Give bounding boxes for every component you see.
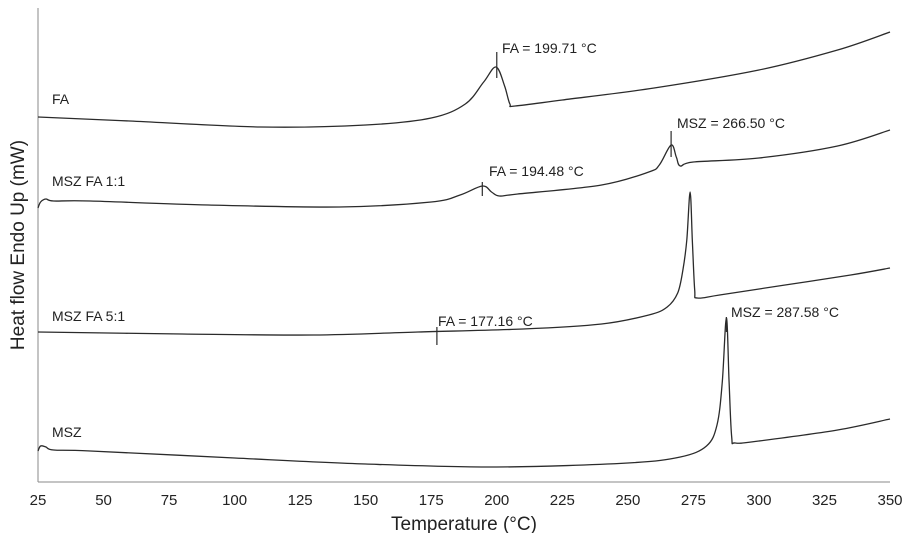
x-tick-label: 225 — [550, 492, 575, 509]
x-tick-label: 50 — [95, 492, 112, 509]
x-tick-label: 75 — [161, 492, 178, 509]
x-tick-label: 300 — [746, 492, 771, 509]
x-tick-label: 25 — [30, 492, 47, 509]
peak-annotations: FA = 199.71 °C FA = 194.48 °C MSZ = 266.50… — [438, 40, 839, 329]
series-curve — [37, 129, 891, 209]
series-label: MSZ FA 5:1 — [52, 308, 125, 324]
series-label: MSZ — [52, 424, 82, 440]
series-labels: FA MSZ FA 1:1 MSZ FA 5:1 MSZ — [52, 91, 125, 440]
x-tick-label: 150 — [353, 492, 378, 509]
series-label: MSZ FA 1:1 — [52, 173, 125, 189]
x-axis-title: Temperature (°C) — [391, 514, 537, 533]
peak-annotation: FA = 177.16 °C — [438, 313, 533, 329]
series-curve — [37, 191, 891, 336]
thermogram-curves — [37, 31, 891, 468]
peak-annotation: MSZ = 287.58 °C — [731, 304, 839, 320]
x-tick-label: 200 — [484, 492, 509, 509]
y-axis-title: Heat flow Endo Up (mW) — [8, 140, 29, 350]
peak-markers — [436, 52, 727, 345]
series-curve — [37, 31, 891, 128]
peak-annotation: FA = 194.48 °C — [489, 163, 584, 179]
series-curve — [37, 317, 891, 468]
peak-annotation: FA = 199.71 °C — [502, 40, 597, 56]
x-tick-label: 325 — [812, 492, 837, 509]
peak-annotation: MSZ = 266.50 °C — [677, 115, 785, 131]
x-tick-label: 275 — [681, 492, 706, 509]
x-tick-label: 350 — [877, 492, 902, 509]
x-tick-label: 125 — [288, 492, 313, 509]
x-tick-label: 175 — [419, 492, 444, 509]
x-tick-label: 100 — [222, 492, 247, 509]
series-label: FA — [52, 91, 70, 107]
x-tick-label: 250 — [615, 492, 640, 509]
x-tick-labels: 25 50 75 100 125 150 175 200 225 250 275 300 325 350 — [30, 492, 903, 509]
